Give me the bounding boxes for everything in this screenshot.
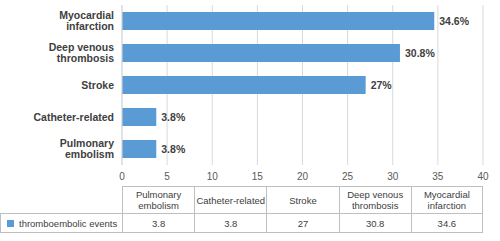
svg-text:35: 35 [432,171,444,182]
html-text:27: 27 [297,217,309,229]
svg-text:Myocardialinfarction: Myocardialinfarction [59,9,114,32]
svg-text:30: 30 [387,171,399,182]
html-text:Myocardial infarction: Myocardial infarction [423,189,470,211]
svg-text:40: 40 [477,171,489,182]
svg-text:Stroke: Stroke [81,79,114,91]
svg-text:27%: 27% [371,79,393,91]
html-text:Catheter-related: Catheter-related [196,194,266,206]
svg-text:30.8%: 30.8% [405,47,435,59]
svg-text:25: 25 [342,171,354,182]
html-text:Stroke: Stroke [289,194,317,206]
svg-text:5: 5 [164,171,170,182]
svg-text:3.8%: 3.8% [161,111,186,123]
svg-text:Deep venousthrombosis: Deep venousthrombosis [49,41,115,64]
html-text:3.8: 3.8 [152,217,166,229]
html-text:Pulmonary embolism: Pulmonary embolism [135,189,182,211]
svg-text:Catheter-related: Catheter-related [33,111,114,123]
svg-text:3.8%: 3.8% [161,143,186,155]
html-text:thromboembolic events: thromboembolic events [19,217,118,229]
html-text:30.8: 30.8 [365,217,385,229]
svg-text:Pulmonaryembolism: Pulmonaryembolism [60,137,114,160]
svg-text:15: 15 [252,171,264,182]
svg-text:20: 20 [297,171,309,182]
svg-text:10: 10 [207,171,219,182]
html-text:Deep venous thrombosis: Deep venous thrombosis [347,189,404,211]
svg-text:0: 0 [119,171,125,182]
html-text:34.6: 34.6 [437,217,457,229]
svg-text:34.6%: 34.6% [439,15,469,27]
html-text:3.8: 3.8 [224,217,238,229]
